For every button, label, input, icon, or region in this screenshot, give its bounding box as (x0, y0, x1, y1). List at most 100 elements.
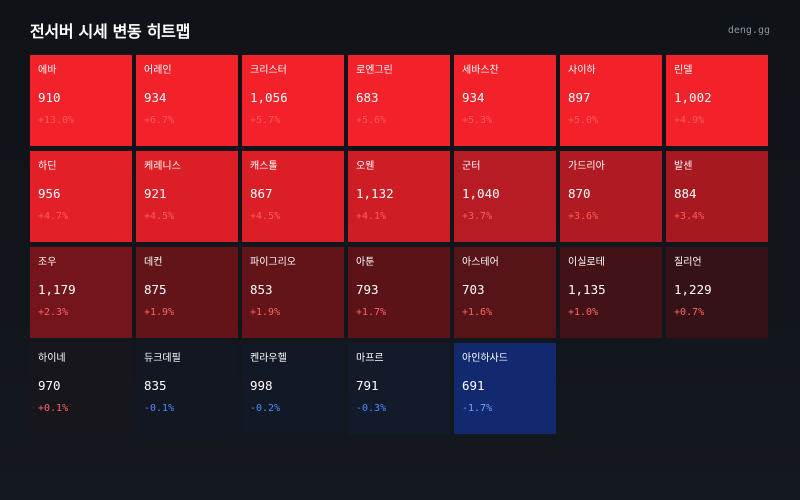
server-price: 956 (38, 186, 61, 201)
price-change: +1.7% (356, 307, 387, 318)
price-change: -1.7% (462, 403, 493, 414)
server-cell[interactable]: 아스테어 703 +1.6% (454, 247, 556, 338)
server-name: 로엔그린 (356, 65, 393, 76)
server-cell[interactable]: 어레인 934 +6.7% (136, 55, 238, 146)
server-name: 사이하 (568, 65, 596, 76)
server-price: 875 (144, 282, 167, 297)
price-change: +1.9% (250, 307, 281, 318)
server-price: 791 (356, 378, 379, 393)
server-cell[interactable]: 마프르 791 -0.3% (348, 343, 450, 434)
price-change: +1.6% (462, 307, 493, 318)
server-price: 934 (144, 90, 167, 105)
server-name: 조우 (38, 257, 57, 268)
price-change: +5.0% (568, 115, 599, 126)
server-cell[interactable]: 캐스톨 867 +4.5% (242, 151, 344, 242)
server-cell[interactable]: 세바스찬 934 +5.3% (454, 55, 556, 146)
price-change: +4.9% (674, 115, 705, 126)
server-price: 1,040 (462, 186, 500, 201)
server-cell[interactable]: 린델 1,002 +4.9% (666, 55, 768, 146)
server-name: 어레인 (144, 65, 172, 76)
server-name: 아툰 (356, 257, 375, 268)
server-name: 아인하사드 (462, 353, 508, 364)
server-price: 691 (462, 378, 485, 393)
price-change: +3.7% (462, 211, 493, 222)
price-change: +4.5% (250, 211, 281, 222)
server-cell[interactable]: 에바 910 +13.0% (30, 55, 132, 146)
server-price: 1,132 (356, 186, 394, 201)
price-change: +1.9% (144, 307, 175, 318)
server-cell[interactable]: 케레니스 921 +4.5% (136, 151, 238, 242)
server-name: 군터 (462, 161, 481, 172)
server-price: 703 (462, 282, 485, 297)
server-name: 발센 (674, 161, 693, 172)
server-name: 하이네 (38, 353, 66, 364)
server-cell[interactable]: 크리스터 1,056 +5.7% (242, 55, 344, 146)
server-name: 에바 (38, 65, 57, 76)
server-cell[interactable]: 가드리아 870 +3.6% (560, 151, 662, 242)
server-cell[interactable]: 켄라우헬 998 -0.2% (242, 343, 344, 434)
server-price: 897 (568, 90, 591, 105)
server-cell[interactable]: 조우 1,179 +2.3% (30, 247, 132, 338)
server-cell[interactable]: 사이하 897 +5.0% (560, 55, 662, 146)
server-price: 793 (356, 282, 379, 297)
price-change: +3.6% (568, 211, 599, 222)
server-price: 884 (674, 186, 697, 201)
server-price: 910 (38, 90, 61, 105)
server-cell[interactable]: 데컨 875 +1.9% (136, 247, 238, 338)
price-change: -0.2% (250, 403, 281, 414)
server-name: 켄라우헬 (250, 353, 287, 364)
server-price: 934 (462, 90, 485, 105)
server-cell[interactable]: 발센 884 +3.4% (666, 151, 768, 242)
server-cell[interactable]: 군터 1,040 +3.7% (454, 151, 556, 242)
server-price: 1,002 (674, 90, 712, 105)
server-price: 853 (250, 282, 273, 297)
server-name: 데컨 (144, 257, 163, 268)
server-name: 오웬 (356, 161, 375, 172)
server-name: 듀크데필 (144, 353, 181, 364)
server-cell[interactable]: 로엔그린 683 +5.6% (348, 55, 450, 146)
brand-label: deng.gg (727, 24, 770, 36)
server-price: 1,056 (250, 90, 288, 105)
server-name: 파이그리오 (250, 257, 296, 268)
server-name: 아스테어 (462, 257, 499, 268)
server-price: 835 (144, 378, 167, 393)
server-name: 캐스톨 (250, 161, 278, 172)
price-change: -0.3% (356, 403, 387, 414)
page-title: 전서버 시세 변동 히트맵 (30, 22, 191, 41)
price-change: +6.7% (144, 115, 175, 126)
server-name: 질리언 (674, 257, 702, 268)
page-header: 전서버 시세 변동 히트맵 deng.gg (30, 16, 770, 44)
price-change: +2.3% (38, 307, 69, 318)
server-price: 970 (38, 378, 61, 393)
server-price: 998 (250, 378, 273, 393)
server-cell[interactable]: 아인하사드 691 -1.7% (454, 343, 556, 434)
server-price: 1,229 (674, 282, 712, 297)
server-cell[interactable]: 아툰 793 +1.7% (348, 247, 450, 338)
server-cell[interactable]: 하이네 970 +0.1% (30, 343, 132, 434)
server-cell[interactable]: 이실로테 1,135 +1.0% (560, 247, 662, 338)
server-cell[interactable]: 오웬 1,132 +4.1% (348, 151, 450, 242)
server-name: 가드리아 (568, 161, 605, 172)
price-change: +13.0% (38, 115, 75, 126)
price-change: +5.6% (356, 115, 387, 126)
price-change: +5.7% (250, 115, 281, 126)
price-change: +4.1% (356, 211, 387, 222)
server-name: 마프르 (356, 353, 384, 364)
server-cell[interactable]: 듀크데필 835 -0.1% (136, 343, 238, 434)
server-price: 1,179 (38, 282, 76, 297)
server-price: 921 (144, 186, 167, 201)
server-cell[interactable]: 질리언 1,229 +0.7% (666, 247, 768, 338)
server-price: 683 (356, 90, 379, 105)
price-change: -0.1% (144, 403, 175, 414)
server-cell[interactable]: 하딘 956 +4.7% (30, 151, 132, 242)
price-change: +1.0% (568, 307, 599, 318)
price-change: +4.5% (144, 211, 175, 222)
server-name: 이실로테 (568, 257, 605, 268)
heatmap-grid: 에바 910 +13.0% 어레인 934 +6.7% 크리스터 1,056 +5.7% 로엔그린… (30, 55, 768, 434)
server-cell[interactable]: 파이그리오 853 +1.9% (242, 247, 344, 338)
server-name: 크리스터 (250, 65, 287, 76)
server-name: 세바스찬 (462, 65, 499, 76)
server-name: 린델 (674, 65, 693, 76)
server-price: 870 (568, 186, 591, 201)
server-name: 케레니스 (144, 161, 181, 172)
